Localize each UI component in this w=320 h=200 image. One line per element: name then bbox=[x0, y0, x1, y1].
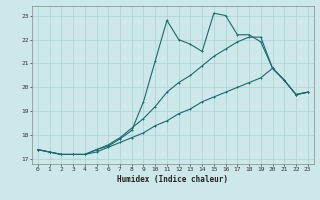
X-axis label: Humidex (Indice chaleur): Humidex (Indice chaleur) bbox=[117, 175, 228, 184]
